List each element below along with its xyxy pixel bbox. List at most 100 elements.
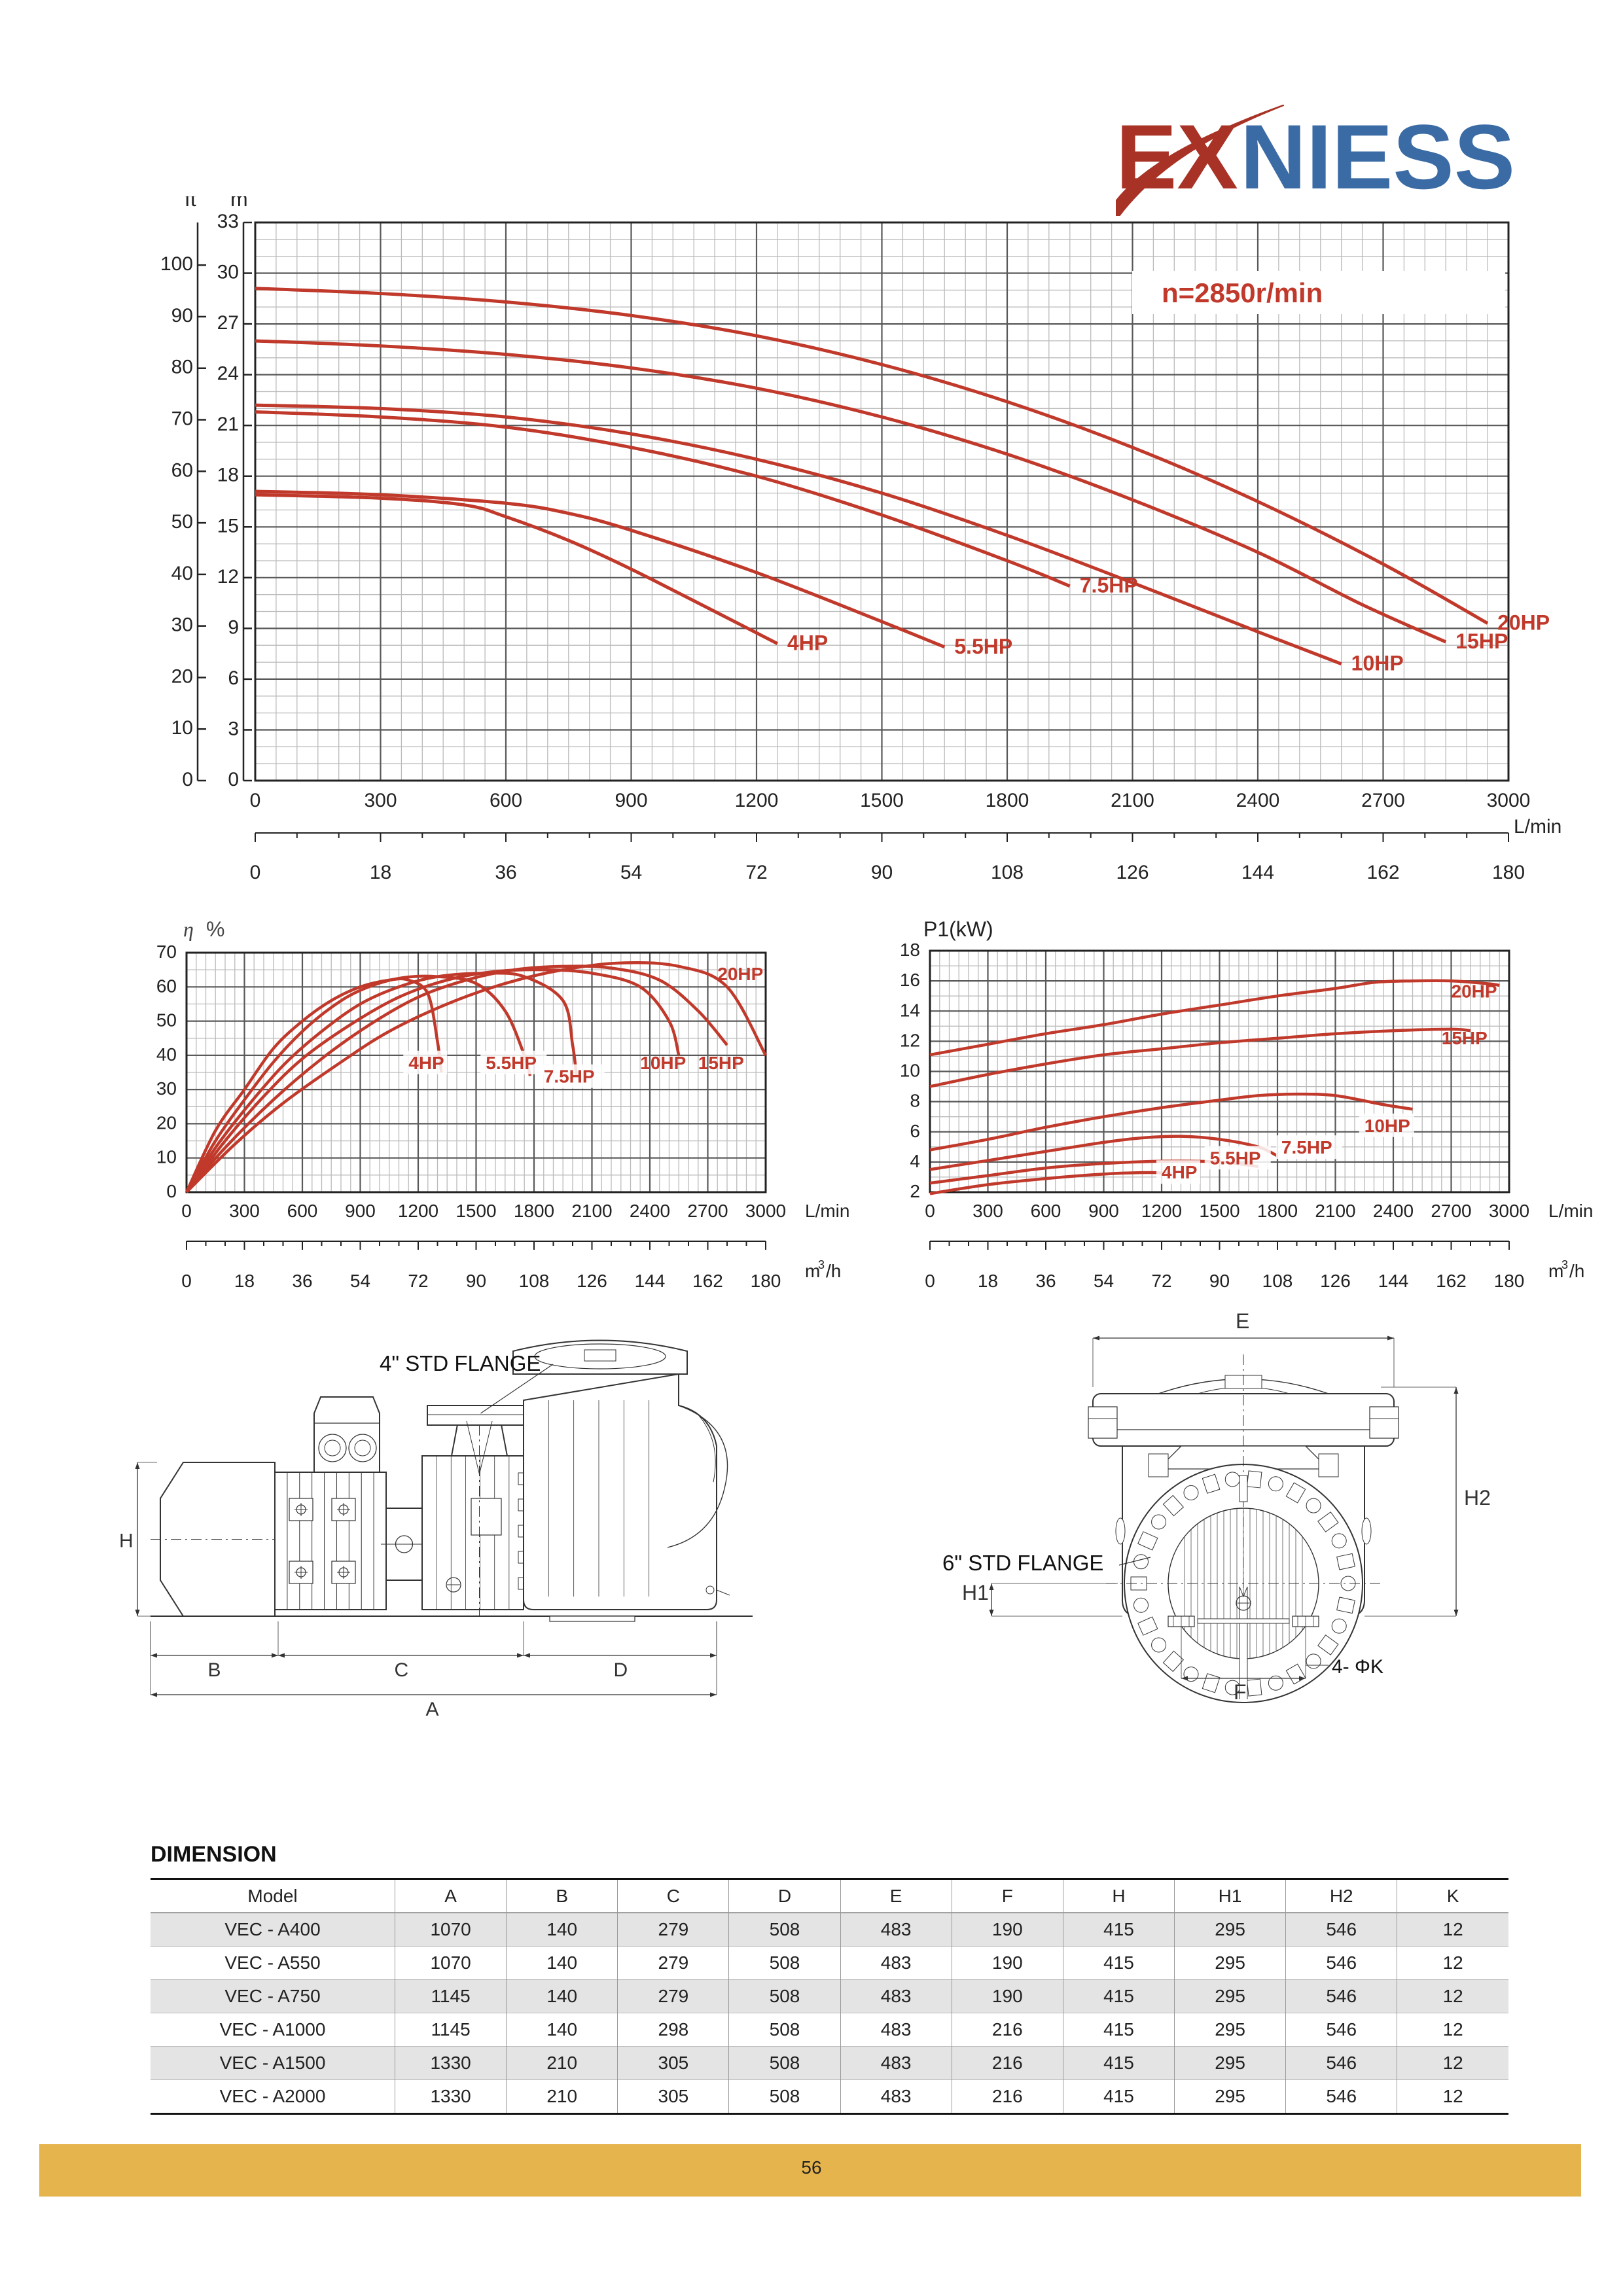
svg-text:3000: 3000 (1489, 1201, 1529, 1221)
svg-text:54: 54 (350, 1271, 370, 1291)
svg-text:ft: ft (185, 196, 196, 211)
svg-text:20HP: 20HP (717, 964, 763, 984)
svg-text:7.5HP: 7.5HP (544, 1067, 595, 1087)
svg-text:2: 2 (910, 1181, 920, 1201)
svg-text:144: 144 (1378, 1271, 1409, 1291)
svg-text:5.5HP: 5.5HP (954, 635, 1012, 658)
svg-text:2400: 2400 (1373, 1201, 1414, 1221)
svg-text:2100: 2100 (1111, 790, 1154, 811)
svg-text:10: 10 (900, 1061, 920, 1081)
svg-text:10HP: 10HP (1351, 652, 1404, 675)
svg-text:4- ΦK: 4- ΦK (1332, 1656, 1383, 1678)
svg-text:40: 40 (156, 1044, 177, 1065)
svg-text:3000: 3000 (745, 1201, 786, 1221)
svg-text:1500: 1500 (1199, 1201, 1240, 1221)
svg-text:90: 90 (171, 305, 193, 327)
svg-text:n=2850r/min: n=2850r/min (1162, 277, 1323, 308)
svg-text:108: 108 (519, 1271, 550, 1291)
svg-text:0: 0 (925, 1201, 935, 1221)
svg-text:A: A (426, 1699, 439, 1720)
svg-text:90: 90 (1209, 1271, 1230, 1291)
svg-text:3: 3 (1561, 1258, 1568, 1271)
svg-text:0: 0 (166, 1181, 177, 1201)
svg-text:162: 162 (1436, 1271, 1467, 1291)
svg-text:36: 36 (292, 1271, 312, 1291)
svg-text:15: 15 (217, 515, 239, 537)
svg-text:1800: 1800 (986, 790, 1029, 811)
svg-text:18: 18 (234, 1271, 255, 1291)
svg-text:1200: 1200 (735, 790, 779, 811)
svg-text:300: 300 (364, 790, 397, 811)
svg-text:50: 50 (156, 1010, 177, 1031)
svg-text:33: 33 (217, 211, 239, 232)
svg-text:18: 18 (900, 940, 920, 960)
svg-text:2700: 2700 (1431, 1201, 1471, 1221)
svg-text:3000: 3000 (1487, 790, 1531, 811)
svg-text:1500: 1500 (455, 1201, 496, 1221)
svg-text:D: D (614, 1659, 628, 1681)
svg-text:0: 0 (250, 862, 261, 883)
svg-text:30: 30 (217, 262, 239, 283)
svg-text:6: 6 (228, 667, 239, 689)
svg-text:126: 126 (1116, 862, 1149, 883)
svg-text:18: 18 (217, 465, 239, 486)
svg-text:20: 20 (171, 665, 193, 687)
svg-text:72: 72 (1151, 1271, 1171, 1291)
svg-text:F: F (1234, 1680, 1247, 1704)
svg-text:%: % (206, 917, 224, 941)
svg-text:36: 36 (495, 862, 516, 883)
svg-text:7.5HP: 7.5HP (1080, 574, 1138, 597)
svg-text:1500: 1500 (860, 790, 904, 811)
svg-text:10HP: 10HP (1364, 1116, 1410, 1136)
svg-text:60: 60 (156, 976, 177, 996)
svg-text:16: 16 (900, 970, 920, 990)
svg-text:100: 100 (160, 253, 193, 275)
svg-text:21: 21 (217, 414, 239, 435)
svg-text:L/min: L/min (805, 1201, 849, 1221)
svg-text:4HP: 4HP (1162, 1162, 1197, 1182)
svg-text:1200: 1200 (1141, 1201, 1182, 1221)
svg-text:20HP: 20HP (1452, 981, 1497, 1001)
svg-text:50: 50 (171, 511, 193, 533)
svg-text:2100: 2100 (571, 1201, 612, 1221)
svg-text:10HP: 10HP (640, 1053, 686, 1073)
svg-text:10: 10 (171, 717, 193, 739)
svg-text:20HP: 20HP (1497, 611, 1550, 635)
svg-text:H1: H1 (962, 1581, 989, 1604)
svg-text:12: 12 (217, 566, 239, 588)
svg-text:2400: 2400 (1236, 790, 1280, 811)
svg-text:60: 60 (171, 459, 193, 481)
svg-text:600: 600 (287, 1201, 318, 1221)
svg-text:144: 144 (635, 1271, 666, 1291)
svg-text:1200: 1200 (398, 1201, 438, 1221)
svg-text:NIESS: NIESS (1240, 105, 1515, 208)
svg-text:0: 0 (228, 769, 239, 790)
svg-text:/h: /h (1569, 1261, 1584, 1281)
svg-text:2100: 2100 (1315, 1201, 1355, 1221)
svg-text:3: 3 (818, 1258, 825, 1271)
svg-text:162: 162 (1366, 862, 1399, 883)
svg-text:900: 900 (1088, 1201, 1119, 1221)
svg-text:1800: 1800 (514, 1201, 554, 1221)
svg-text:L/min: L/min (1514, 816, 1561, 838)
svg-text:72: 72 (408, 1271, 428, 1291)
svg-text:H: H (119, 1530, 134, 1552)
svg-text:B: B (208, 1659, 221, 1681)
svg-text:0: 0 (925, 1271, 935, 1291)
svg-text:40: 40 (171, 563, 193, 584)
svg-text:54: 54 (1094, 1271, 1114, 1291)
svg-text:144: 144 (1241, 862, 1274, 883)
svg-text:162: 162 (692, 1271, 723, 1291)
svg-text:108: 108 (1262, 1271, 1293, 1291)
svg-text:70: 70 (156, 942, 177, 962)
svg-text:5.5HP: 5.5HP (1210, 1148, 1261, 1168)
svg-text:900: 900 (345, 1201, 376, 1221)
svg-text:0: 0 (250, 790, 261, 811)
svg-text:6: 6 (910, 1121, 920, 1141)
svg-text:600: 600 (1031, 1201, 1061, 1221)
svg-text:9: 9 (228, 616, 239, 638)
svg-text:m: m (230, 196, 248, 211)
svg-text:108: 108 (991, 862, 1024, 883)
svg-text:126: 126 (1320, 1271, 1351, 1291)
svg-text:C: C (395, 1659, 409, 1681)
